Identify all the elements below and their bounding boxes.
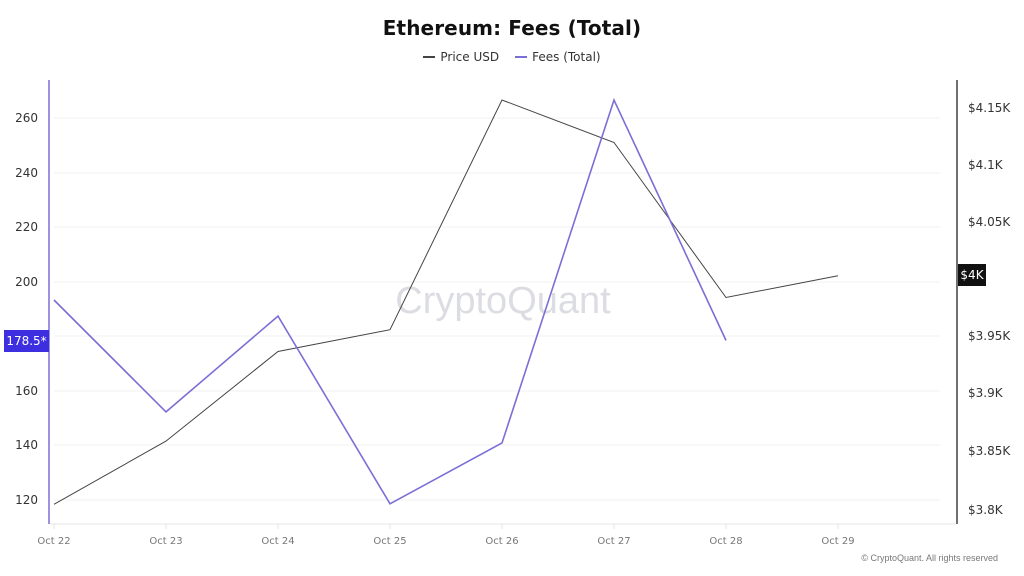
legend-label-fees-total: Fees (Total) (532, 50, 601, 64)
x-axis-ticks: Oct 22 Oct 23 Oct 24 Oct 25 Oct 26 Oct 2… (37, 524, 855, 547)
x-tick: Oct 26 (485, 536, 518, 547)
price-current-value-badge: $4K (958, 264, 986, 286)
right-tick: $3.85K (968, 444, 1011, 458)
left-tick: 220 (15, 220, 38, 234)
chart-legend: Price USD Fees (Total) (0, 50, 1024, 64)
x-tick: Oct 25 (373, 536, 406, 547)
left-axis-ticks: 260 240 220 200 160 140 120 (15, 111, 38, 507)
fees-current-value-badge: 178.5* (4, 330, 49, 352)
legend-item-fees-total[interactable]: Fees (Total) (515, 50, 601, 64)
x-tick: Oct 27 (597, 536, 630, 547)
copyright-notice: © CryptoQuant. All rights reserved (861, 553, 998, 563)
watermark: CryptoQuant (395, 280, 611, 322)
right-tick: $4.1K (968, 158, 1004, 172)
left-tick: 200 (15, 275, 38, 289)
right-tick: $3.9K (968, 386, 1004, 400)
x-tick: Oct 24 (261, 536, 294, 547)
series-line-price-usd (53, 99, 839, 505)
legend-swatch-price-usd (423, 56, 436, 58)
left-tick: 160 (15, 384, 38, 398)
left-tick: 140 (15, 438, 38, 452)
x-tick: Oct 29 (821, 536, 854, 547)
right-tick: $4.15K (968, 101, 1011, 115)
legend-label-price-usd: Price USD (440, 50, 500, 64)
x-tick: Oct 22 (37, 536, 70, 547)
legend-swatch-fees-total (515, 56, 528, 58)
left-tick: 240 (15, 166, 38, 180)
right-axis-ticks: $4.15K $4.1K $4.05K $3.95K $3.9K $3.85K … (968, 101, 1011, 517)
chart-title: Ethereum: Fees (Total) (382, 16, 642, 40)
right-tick: $3.95K (968, 329, 1011, 343)
x-tick: Oct 28 (709, 536, 742, 547)
left-tick: 260 (15, 111, 38, 125)
right-tick: $4.05K (968, 215, 1011, 229)
x-tick: Oct 23 (149, 536, 182, 547)
legend-item-price-usd[interactable]: Price USD (423, 50, 499, 64)
series-line-fees-total (53, 97, 727, 505)
right-tick: $3.8K (968, 503, 1004, 517)
left-tick: 120 (15, 493, 38, 507)
